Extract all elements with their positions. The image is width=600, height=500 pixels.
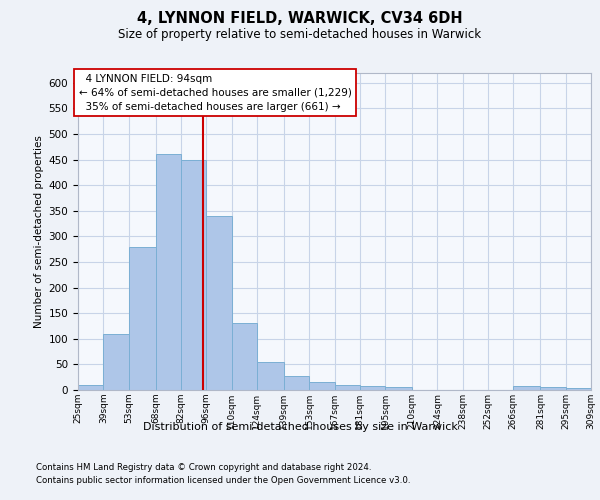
Bar (257, 362, 284, 390)
Bar (360, 386, 385, 390)
Text: Contains public sector information licensed under the Open Government Licence v3: Contains public sector information licen… (36, 476, 410, 485)
Bar (284, 376, 309, 390)
Text: Size of property relative to semi-detached houses in Warwick: Size of property relative to semi-detach… (118, 28, 482, 41)
Bar (335, 385, 360, 390)
Bar (309, 382, 335, 390)
Bar (541, 388, 566, 390)
Bar (155, 154, 181, 390)
Bar (103, 334, 128, 390)
Bar (514, 386, 541, 390)
Text: Distribution of semi-detached houses by size in Warwick: Distribution of semi-detached houses by … (143, 422, 457, 432)
Y-axis label: Number of semi-detached properties: Number of semi-detached properties (34, 135, 44, 328)
Bar (181, 160, 206, 390)
Bar (385, 388, 412, 390)
Bar (232, 324, 257, 390)
Text: 4, LYNNON FIELD, WARWICK, CV34 6DH: 4, LYNNON FIELD, WARWICK, CV34 6DH (137, 11, 463, 26)
Bar (566, 388, 591, 390)
Text: Contains HM Land Registry data © Crown copyright and database right 2024.: Contains HM Land Registry data © Crown c… (36, 462, 371, 471)
Bar (78, 385, 103, 390)
Bar (128, 246, 155, 390)
Bar (206, 216, 232, 390)
Text: 4 LYNNON FIELD: 94sqm
← 64% of semi-detached houses are smaller (1,229)
  35% of: 4 LYNNON FIELD: 94sqm ← 64% of semi-deta… (79, 74, 352, 112)
